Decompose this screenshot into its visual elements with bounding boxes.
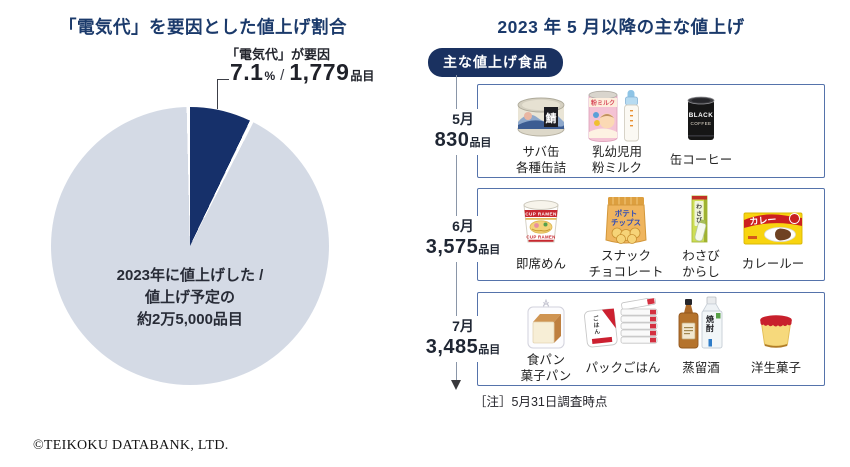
item-label: 洋生菓子 — [750, 360, 801, 375]
item-label: 蒸留酒 — [682, 360, 720, 375]
product-item-instant-noodles: CUP RAMEN CUP RAMEN 即席めん — [496, 194, 586, 278]
item-label: 即席めん — [515, 256, 566, 271]
items-count: 1,779 — [289, 59, 350, 85]
curry-roux-icon: カレー — [743, 212, 803, 245]
product-item-pudding: 洋生菓子 — [731, 298, 821, 382]
right-chart-title: 2023 年 5 月以降の主な値上げ — [497, 17, 745, 37]
product-item-packed-rice: ごはん パックごはん — [578, 298, 668, 382]
electricity-callout-stats: 7.1 % / 1,779 品目 — [230, 59, 374, 86]
svg-text:CUP RAMEN: CUP RAMEN — [525, 211, 557, 216]
svg-text:CUP RAMEN: CUP RAMEN — [526, 235, 555, 240]
instant-noodles-icon: CUP RAMEN CUP RAMEN — [523, 200, 559, 243]
item-label: 食パン 菓子パン — [520, 352, 572, 383]
canned-mackerel-icon: 鯖 — [517, 97, 565, 137]
wasabi-karashi-icon: わさび — [691, 195, 708, 243]
svg-text:BLACK: BLACK — [689, 112, 714, 119]
canned-coffee-icon: BLACK COFFEE — [687, 96, 715, 140]
snack-chips-icon: ポテト チップス — [605, 197, 647, 244]
left-chart-title: 「電気代」を要因とした値上げ割合 — [59, 17, 347, 37]
item-label: 缶コーヒー — [669, 152, 733, 167]
item-label: 乳幼児用 粉ミルク — [591, 144, 642, 175]
month-label-june: 6月 3,575品目 — [422, 216, 504, 262]
food-category-badge: 主な値上げ食品 — [428, 48, 563, 77]
svg-text:鯖: 鯖 — [545, 111, 557, 125]
svg-text:チップス: チップス — [611, 217, 641, 227]
svg-text:ごはん: ごはん — [592, 314, 600, 336]
svg-text:ポテト: ポテト — [615, 208, 638, 218]
item-label: パックごはん — [585, 360, 661, 375]
svg-text:カレー: カレー — [749, 214, 777, 226]
svg-text:粉ミルク: 粉ミルク — [591, 99, 615, 107]
items-count-unit: 品目 — [350, 69, 375, 83]
timeline-arrow-icon — [451, 380, 461, 390]
powdered-milk-icon: 粉ミルク — [588, 90, 639, 142]
survey-note: ［注］5月31日調査時点 — [474, 395, 608, 409]
june-items-box: CUP RAMEN CUP RAMEN 即席めん ポテト チップス — [477, 188, 825, 281]
item-label: カレールー — [741, 256, 805, 271]
pct-unit: % — [264, 69, 276, 83]
stats-separator: / — [280, 67, 285, 84]
product-item-snack-chips: ポテト チップス スナック チョコレート — [581, 194, 671, 279]
item-label: サバ缶 各種缶詰 — [515, 144, 566, 175]
product-item-bread: 食パン 菓子パン — [501, 298, 591, 383]
svg-text:わさび: わさび — [696, 204, 702, 225]
product-item-distilled-spirits: 焼酎 蒸留酒 — [656, 296, 746, 382]
month-label-may: 5月 830品目 — [422, 109, 504, 155]
copyright: ©TEIKOKU DATABANK, LTD. — [33, 438, 229, 453]
item-label: わさび からし — [682, 248, 720, 279]
pct-value: 7.1 — [230, 59, 264, 85]
electricity-callout-label: 「電気代」が要因 — [226, 47, 331, 62]
svg-text:COFFEE: COFFEE — [690, 121, 711, 126]
product-item-canned-mackerel: 鯖 サバ缶 各種缶詰 — [496, 90, 586, 175]
pudding-icon — [760, 315, 792, 348]
july-items-box: 食パン 菓子パン ごはん — [477, 292, 825, 386]
distilled-spirits-icon: 焼酎 — [678, 296, 723, 349]
product-item-wasabi-karashi: わさび わさび からし — [656, 194, 746, 279]
callout-leader-line-horizontal — [217, 79, 229, 80]
product-item-powdered-milk: 粉ミルク 乳幼児用 粉ミルク — [572, 90, 662, 175]
callout-leader-line-vertical — [217, 79, 218, 109]
product-item-canned-coffee: BLACK COFFEE 缶コーヒー — [656, 90, 746, 174]
item-label: スナック チョコレート — [588, 248, 664, 279]
may-items-box: 鯖 サバ缶 各種缶詰 粉ミルク — [477, 84, 825, 178]
pie-center-label: 2023年に値上げした / 値上げ予定の 約2万5,000品目 — [116, 267, 264, 328]
month-label-july: 7月 3,485品目 — [422, 316, 504, 362]
product-item-curry-roux: カレー カレールー — [728, 194, 818, 278]
pie-chart — [51, 107, 329, 385]
bread-icon — [527, 298, 565, 349]
packed-rice-icon: ごはん — [584, 298, 658, 348]
svg-text:焼酎: 焼酎 — [706, 314, 714, 333]
